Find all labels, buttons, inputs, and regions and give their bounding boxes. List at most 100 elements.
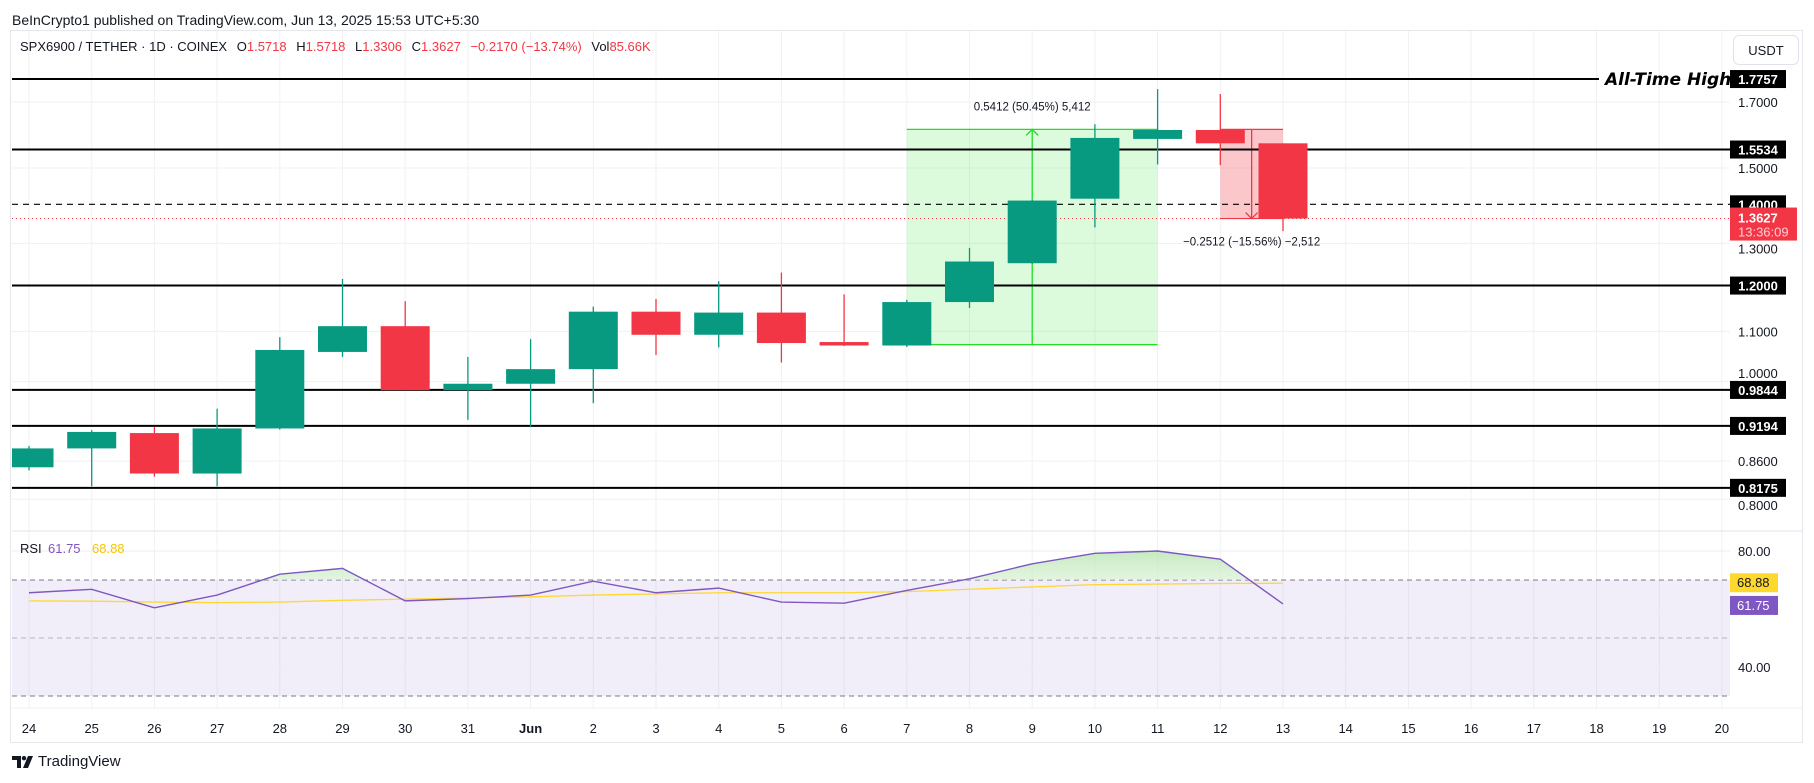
candle-body xyxy=(882,302,932,346)
candle-body xyxy=(1133,130,1183,139)
rsi-value: 61.75 xyxy=(48,541,81,556)
x-tick-label: 6 xyxy=(840,721,847,736)
level-price-tag xyxy=(1730,416,1786,435)
x-tick-label: 19 xyxy=(1652,721,1666,736)
candle-body xyxy=(945,261,994,303)
x-tick-label: 17 xyxy=(1527,721,1541,736)
x-tick-label: 5 xyxy=(778,721,785,736)
measure-label: 0.5412 (50.45%) 5,412 xyxy=(974,101,1091,113)
y-tick-label: 1.7000 xyxy=(1738,95,1778,110)
x-tick-label: 8 xyxy=(966,721,973,736)
candle-body xyxy=(1258,143,1308,219)
candle-body xyxy=(568,311,618,370)
rsi-ma-value: 68.88 xyxy=(92,541,125,556)
volume-value: 85.66K xyxy=(609,39,651,54)
candle-body xyxy=(819,342,869,346)
chart-frame xyxy=(10,30,1803,743)
last-price-tag xyxy=(1730,207,1797,241)
open-label: O xyxy=(236,39,247,54)
level-price-label: 0.9844 xyxy=(1738,383,1779,398)
candle-body xyxy=(631,311,681,335)
x-tick-label: 2 xyxy=(590,721,597,736)
rsi-ma-line xyxy=(28,582,1284,604)
x-tick-label: 11 xyxy=(1151,721,1165,736)
candle-body xyxy=(255,349,305,429)
y-tick-label: 0.8600 xyxy=(1738,454,1778,469)
low-value: 1.3306 xyxy=(362,39,403,54)
candle-body xyxy=(1007,200,1057,264)
level-price-label: 1.5534 xyxy=(1738,143,1779,158)
candle-body xyxy=(318,326,367,352)
x-tick-label: 15 xyxy=(1401,721,1415,736)
rsi-tick-label: 80.00 xyxy=(1738,544,1771,559)
level-price-tag xyxy=(1730,276,1786,295)
last-price-label: 1.3627 xyxy=(1738,211,1778,226)
rsi-line xyxy=(28,550,1284,609)
all-time-high-label: All-Time High xyxy=(1603,70,1731,90)
x-tick-label: 26 xyxy=(147,721,161,736)
x-tick-label: 28 xyxy=(273,721,287,736)
x-tick-label: 25 xyxy=(84,721,98,736)
tradingview-logo[interactable]: TradingView xyxy=(12,753,121,770)
rsi-tick-label: 40.00 xyxy=(1738,660,1771,675)
x-tick-label: Jun xyxy=(519,721,542,736)
close-label: C xyxy=(411,39,422,54)
x-tick-label: 16 xyxy=(1464,721,1478,736)
change-value: −0.2170 (−13.74%) xyxy=(470,39,582,54)
y-tick-label: 1.5000 xyxy=(1738,161,1778,176)
countdown-label: 13:36:09 xyxy=(1738,225,1789,240)
x-tick-label: 13 xyxy=(1276,721,1290,736)
x-tick-label: 4 xyxy=(715,721,722,736)
tradingview-logo-icon xyxy=(12,755,33,768)
x-tick-label: 12 xyxy=(1213,721,1227,736)
x-tick-label: 31 xyxy=(461,721,475,736)
candle-body xyxy=(694,312,744,335)
high-label: H xyxy=(296,39,306,54)
y-tick-label: 1.0000 xyxy=(1738,366,1778,381)
symbol-legend: SPX6900 / TETHER · 1D · COINEX O1.5718 H… xyxy=(20,39,651,54)
x-tick-label: 18 xyxy=(1589,721,1603,736)
x-tick-label: 14 xyxy=(1338,721,1352,736)
x-tick-label: 24 xyxy=(22,721,36,736)
level-price-tag xyxy=(1730,70,1786,89)
candle-body xyxy=(1070,137,1120,199)
candle-body xyxy=(67,431,117,449)
rsi-ma-tag xyxy=(1730,573,1778,593)
candle-body xyxy=(380,326,430,391)
x-tick-label: 10 xyxy=(1088,721,1102,736)
candle-body xyxy=(443,383,493,391)
currency-button[interactable]: USDT xyxy=(1733,35,1799,65)
candle-body xyxy=(506,369,556,384)
rsi-overbought-fill xyxy=(29,551,1283,580)
level-price-tag xyxy=(1730,140,1786,159)
x-tick-label: 20 xyxy=(1715,721,1729,736)
rsi-tag-label: 61.75 xyxy=(1737,598,1770,613)
rsi-tag xyxy=(1730,595,1778,615)
open-value: 1.5718 xyxy=(246,39,287,54)
candle-body xyxy=(12,448,54,468)
candle-body xyxy=(192,428,242,474)
level-price-label: 0.8175 xyxy=(1738,481,1778,496)
x-tick-label: 9 xyxy=(1029,721,1036,736)
measure-arrow-icon xyxy=(1025,128,1039,136)
candle-body xyxy=(129,433,179,474)
x-tick-label: 30 xyxy=(398,721,412,736)
low-label: L xyxy=(355,39,363,54)
level-price-tag xyxy=(1730,380,1786,399)
rsi-title: RSI xyxy=(20,541,42,556)
y-tick-label: 0.8000 xyxy=(1738,498,1778,513)
candle-body xyxy=(1195,130,1245,144)
rsi-ma-tag-label: 68.88 xyxy=(1737,575,1770,590)
x-tick-label: 29 xyxy=(335,721,349,736)
measure-label: −0.2512 (−15.56%) −2,512 xyxy=(1183,237,1320,249)
x-tick-label: 7 xyxy=(903,721,910,736)
measure-arrow-icon xyxy=(1245,212,1259,220)
brand-name: TradingView xyxy=(38,753,121,770)
close-value: 1.3627 xyxy=(421,39,461,54)
x-tick-label: 27 xyxy=(210,721,224,736)
symbol-title[interactable]: SPX6900 / TETHER · 1D · COINEX xyxy=(20,39,228,54)
x-tick-label: 3 xyxy=(652,721,659,736)
level-price-label: 1.2000 xyxy=(1738,279,1778,294)
level-price-label: 1.7757 xyxy=(1738,72,1778,87)
